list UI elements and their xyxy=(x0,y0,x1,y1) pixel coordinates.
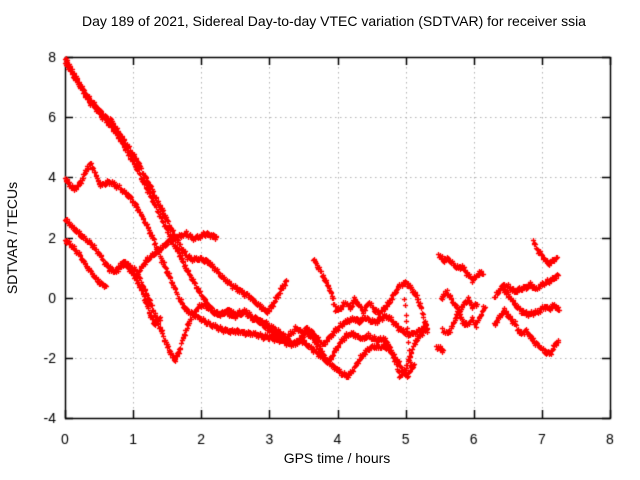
x-axis-label: GPS time / hours xyxy=(283,450,391,466)
y-axis-label: SDTVAR / TECUs xyxy=(4,181,20,295)
chart-title: Day 189 of 2021, Sidereal Day-to-day VTE… xyxy=(82,13,586,29)
